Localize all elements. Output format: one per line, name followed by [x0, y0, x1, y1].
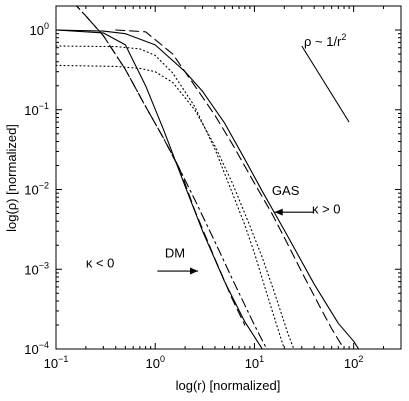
series-gas-solid-line	[56, 29, 360, 349]
y-axis-title: log(ρ) [normalized]	[4, 124, 19, 232]
gas-label: GAS	[272, 183, 300, 198]
series-gas-dotted-line	[56, 45, 285, 349]
dm-arrow	[157, 267, 199, 275]
x-tick-label: 102	[344, 354, 363, 371]
x-tick-label: 101	[245, 354, 264, 371]
y-tick-label: 10−4	[24, 340, 49, 357]
series-gas-dashed-line	[115, 29, 345, 349]
x-tick-label: 100	[145, 354, 164, 371]
axes	[55, 5, 402, 350]
plot-frame	[55, 5, 402, 350]
series-dm-dashdot-line	[75, 6, 268, 349]
series-dm-dotted-line	[56, 64, 295, 349]
slope-guide-label: ρ ~ 1/r2	[304, 32, 346, 49]
gas-arrow	[274, 208, 315, 216]
slope-guide-line	[301, 45, 350, 123]
kappa-neg-label: κ < 0	[86, 256, 115, 271]
x-tick-label: 10−1	[44, 354, 69, 371]
series-dm-dashed-line	[75, 6, 246, 326]
y-tick-label: 10−1	[24, 101, 49, 118]
y-tick-label: 10−2	[24, 181, 49, 198]
annotations: ρ ~ 1/r2 GAS DM κ > 0 κ < 0	[86, 32, 350, 275]
tick-labels: 10−1 100 101 102 10−4 10−3 10−2 10−1 100	[24, 21, 363, 371]
y-tick-label: 10−3	[24, 260, 49, 277]
x-axis-title: log(r) [normalized]	[176, 378, 281, 393]
y-tick-label: 100	[30, 21, 49, 38]
kappa-pos-label: κ > 0	[312, 202, 341, 217]
ticks	[55, 5, 402, 350]
series-lines	[56, 6, 360, 349]
dm-label: DM	[165, 246, 185, 261]
